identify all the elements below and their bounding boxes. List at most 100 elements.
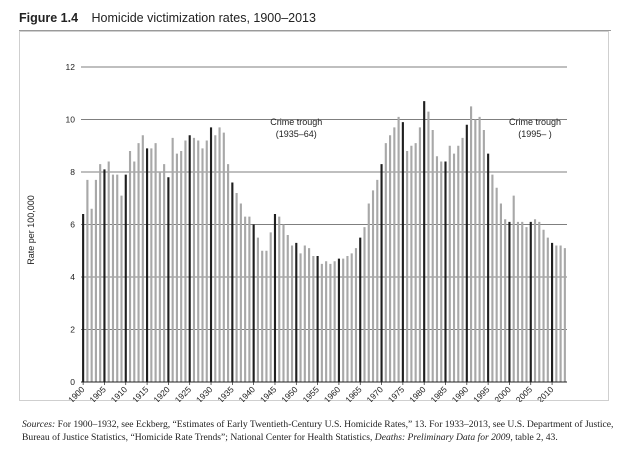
bar-1987 bbox=[452, 153, 456, 383]
bar-1922 bbox=[175, 153, 178, 383]
bar-1910 bbox=[124, 174, 127, 383]
bar-1931 bbox=[214, 135, 217, 382]
bar-1953 bbox=[308, 248, 311, 383]
x-tick-label: 1965 bbox=[343, 384, 364, 402]
bar-1932 bbox=[218, 127, 221, 382]
bar-1935 bbox=[231, 182, 234, 382]
bar-2001 bbox=[512, 195, 515, 383]
bar-1968 bbox=[371, 190, 375, 382]
bar-1907 bbox=[111, 174, 115, 383]
bar-1983 bbox=[435, 156, 439, 382]
bar-1950 bbox=[295, 242, 298, 383]
bar-1981 bbox=[427, 111, 430, 383]
x-tick-label: 1925 bbox=[173, 384, 194, 402]
bar-1934 bbox=[227, 164, 230, 382]
bar-1978 bbox=[414, 143, 417, 383]
x-tick-label: 2010 bbox=[535, 384, 556, 402]
bar-1992 bbox=[474, 119, 477, 382]
bar-series bbox=[82, 101, 566, 383]
x-tick-label: 1945 bbox=[258, 384, 279, 402]
bar-1919 bbox=[163, 164, 166, 382]
bar-1971 bbox=[384, 143, 387, 383]
bar-2011 bbox=[555, 245, 558, 382]
bar-1954 bbox=[312, 256, 315, 382]
homicide-rate-chart: 0 2 4 6 8 10 12 1900 1905 1910 1915 1920 1925 1930 193… bbox=[26, 62, 567, 402]
bar-2005 bbox=[529, 221, 532, 383]
bar-2012 bbox=[559, 245, 562, 382]
bar-1927 bbox=[197, 140, 200, 382]
bar-2010 bbox=[551, 242, 554, 383]
bar-1966 bbox=[363, 227, 366, 383]
bar-2002 bbox=[516, 221, 520, 383]
bar-1904 bbox=[99, 164, 102, 382]
bar-1959 bbox=[333, 261, 336, 382]
bar-1905 bbox=[103, 169, 106, 382]
bar-1976 bbox=[406, 151, 409, 382]
bar-1997 bbox=[495, 187, 498, 382]
bar-1908 bbox=[116, 174, 119, 383]
bar-1990 bbox=[465, 124, 468, 382]
bar-1936 bbox=[235, 193, 238, 382]
y-axis-label: Rate per 100,000 bbox=[26, 195, 36, 265]
bar-1999 bbox=[504, 219, 507, 382]
bar-1991 bbox=[470, 106, 473, 383]
bar-1958 bbox=[329, 263, 332, 383]
bar-1974 bbox=[397, 116, 400, 383]
bar-1930 bbox=[209, 127, 213, 382]
bar-1989 bbox=[461, 137, 464, 383]
y-tick-label: 10 bbox=[66, 115, 76, 125]
bar-1972 bbox=[389, 135, 392, 382]
x-tick-label: 1955 bbox=[301, 384, 322, 402]
y-tick-label: 12 bbox=[66, 62, 76, 72]
bar-1982 bbox=[431, 130, 434, 382]
bar-1975 bbox=[401, 122, 404, 383]
bar-1945 bbox=[273, 214, 277, 382]
bar-1937 bbox=[239, 203, 242, 382]
bar-1918 bbox=[158, 172, 161, 382]
bar-2008 bbox=[542, 229, 545, 382]
x-tick-label: 1975 bbox=[386, 384, 407, 402]
bar-1946 bbox=[278, 216, 281, 383]
bar-1949 bbox=[290, 245, 294, 382]
bar-1943 bbox=[265, 250, 268, 382]
figure-label: Figure 1.4 bbox=[19, 11, 79, 25]
annotation-0-line1: Crime trough bbox=[270, 117, 322, 127]
x-tick-label: 2000 bbox=[492, 384, 513, 402]
x-tick-label: 2005 bbox=[514, 384, 535, 402]
x-tick-label: 1905 bbox=[87, 384, 108, 402]
annotations: Crime trough (1935–64) Crime trough (1995– … bbox=[270, 117, 561, 139]
bar-1939 bbox=[248, 216, 251, 383]
x-tick-label: 1950 bbox=[279, 384, 300, 402]
x-tick-label: 1920 bbox=[151, 384, 172, 402]
x-tick-label: 1915 bbox=[130, 384, 151, 402]
bar-1996 bbox=[491, 174, 494, 383]
bar-1901 bbox=[86, 179, 89, 382]
bar-1998 bbox=[499, 203, 502, 382]
y-tick-label: 4 bbox=[70, 272, 75, 282]
bar-1909 bbox=[120, 195, 123, 383]
bar-2003 bbox=[521, 221, 524, 383]
bar-1984 bbox=[440, 161, 443, 382]
bar-1965 bbox=[359, 237, 362, 383]
sources-label: Sources: bbox=[22, 419, 56, 430]
bar-1912 bbox=[133, 161, 136, 382]
x-tick-label: 1910 bbox=[109, 384, 130, 402]
bar-2007 bbox=[538, 221, 541, 383]
bar-1970 bbox=[380, 164, 383, 382]
x-tick-label: 1980 bbox=[407, 384, 428, 402]
bar-1962 bbox=[346, 256, 349, 382]
bar-1964 bbox=[354, 248, 358, 383]
figure-sources-note: Sources: For 1900–1932, see Eckberg, “Es… bbox=[22, 418, 614, 444]
bar-1980 bbox=[423, 101, 426, 383]
bar-1967 bbox=[367, 203, 370, 382]
annotation-0-line2: (1935–64) bbox=[276, 129, 317, 139]
x-tick-label: 1985 bbox=[428, 384, 449, 402]
bar-1938 bbox=[244, 216, 247, 383]
bar-1903 bbox=[94, 179, 97, 382]
chart-frame: 0 2 4 6 8 10 12 1900 1905 1910 1915 1920 1925 1930 193… bbox=[19, 31, 609, 402]
bar-1913 bbox=[137, 143, 140, 383]
x-tick-label: 1960 bbox=[322, 384, 343, 402]
bar-1940 bbox=[252, 224, 255, 382]
bar-1947 bbox=[282, 224, 285, 382]
bar-1963 bbox=[350, 253, 353, 382]
